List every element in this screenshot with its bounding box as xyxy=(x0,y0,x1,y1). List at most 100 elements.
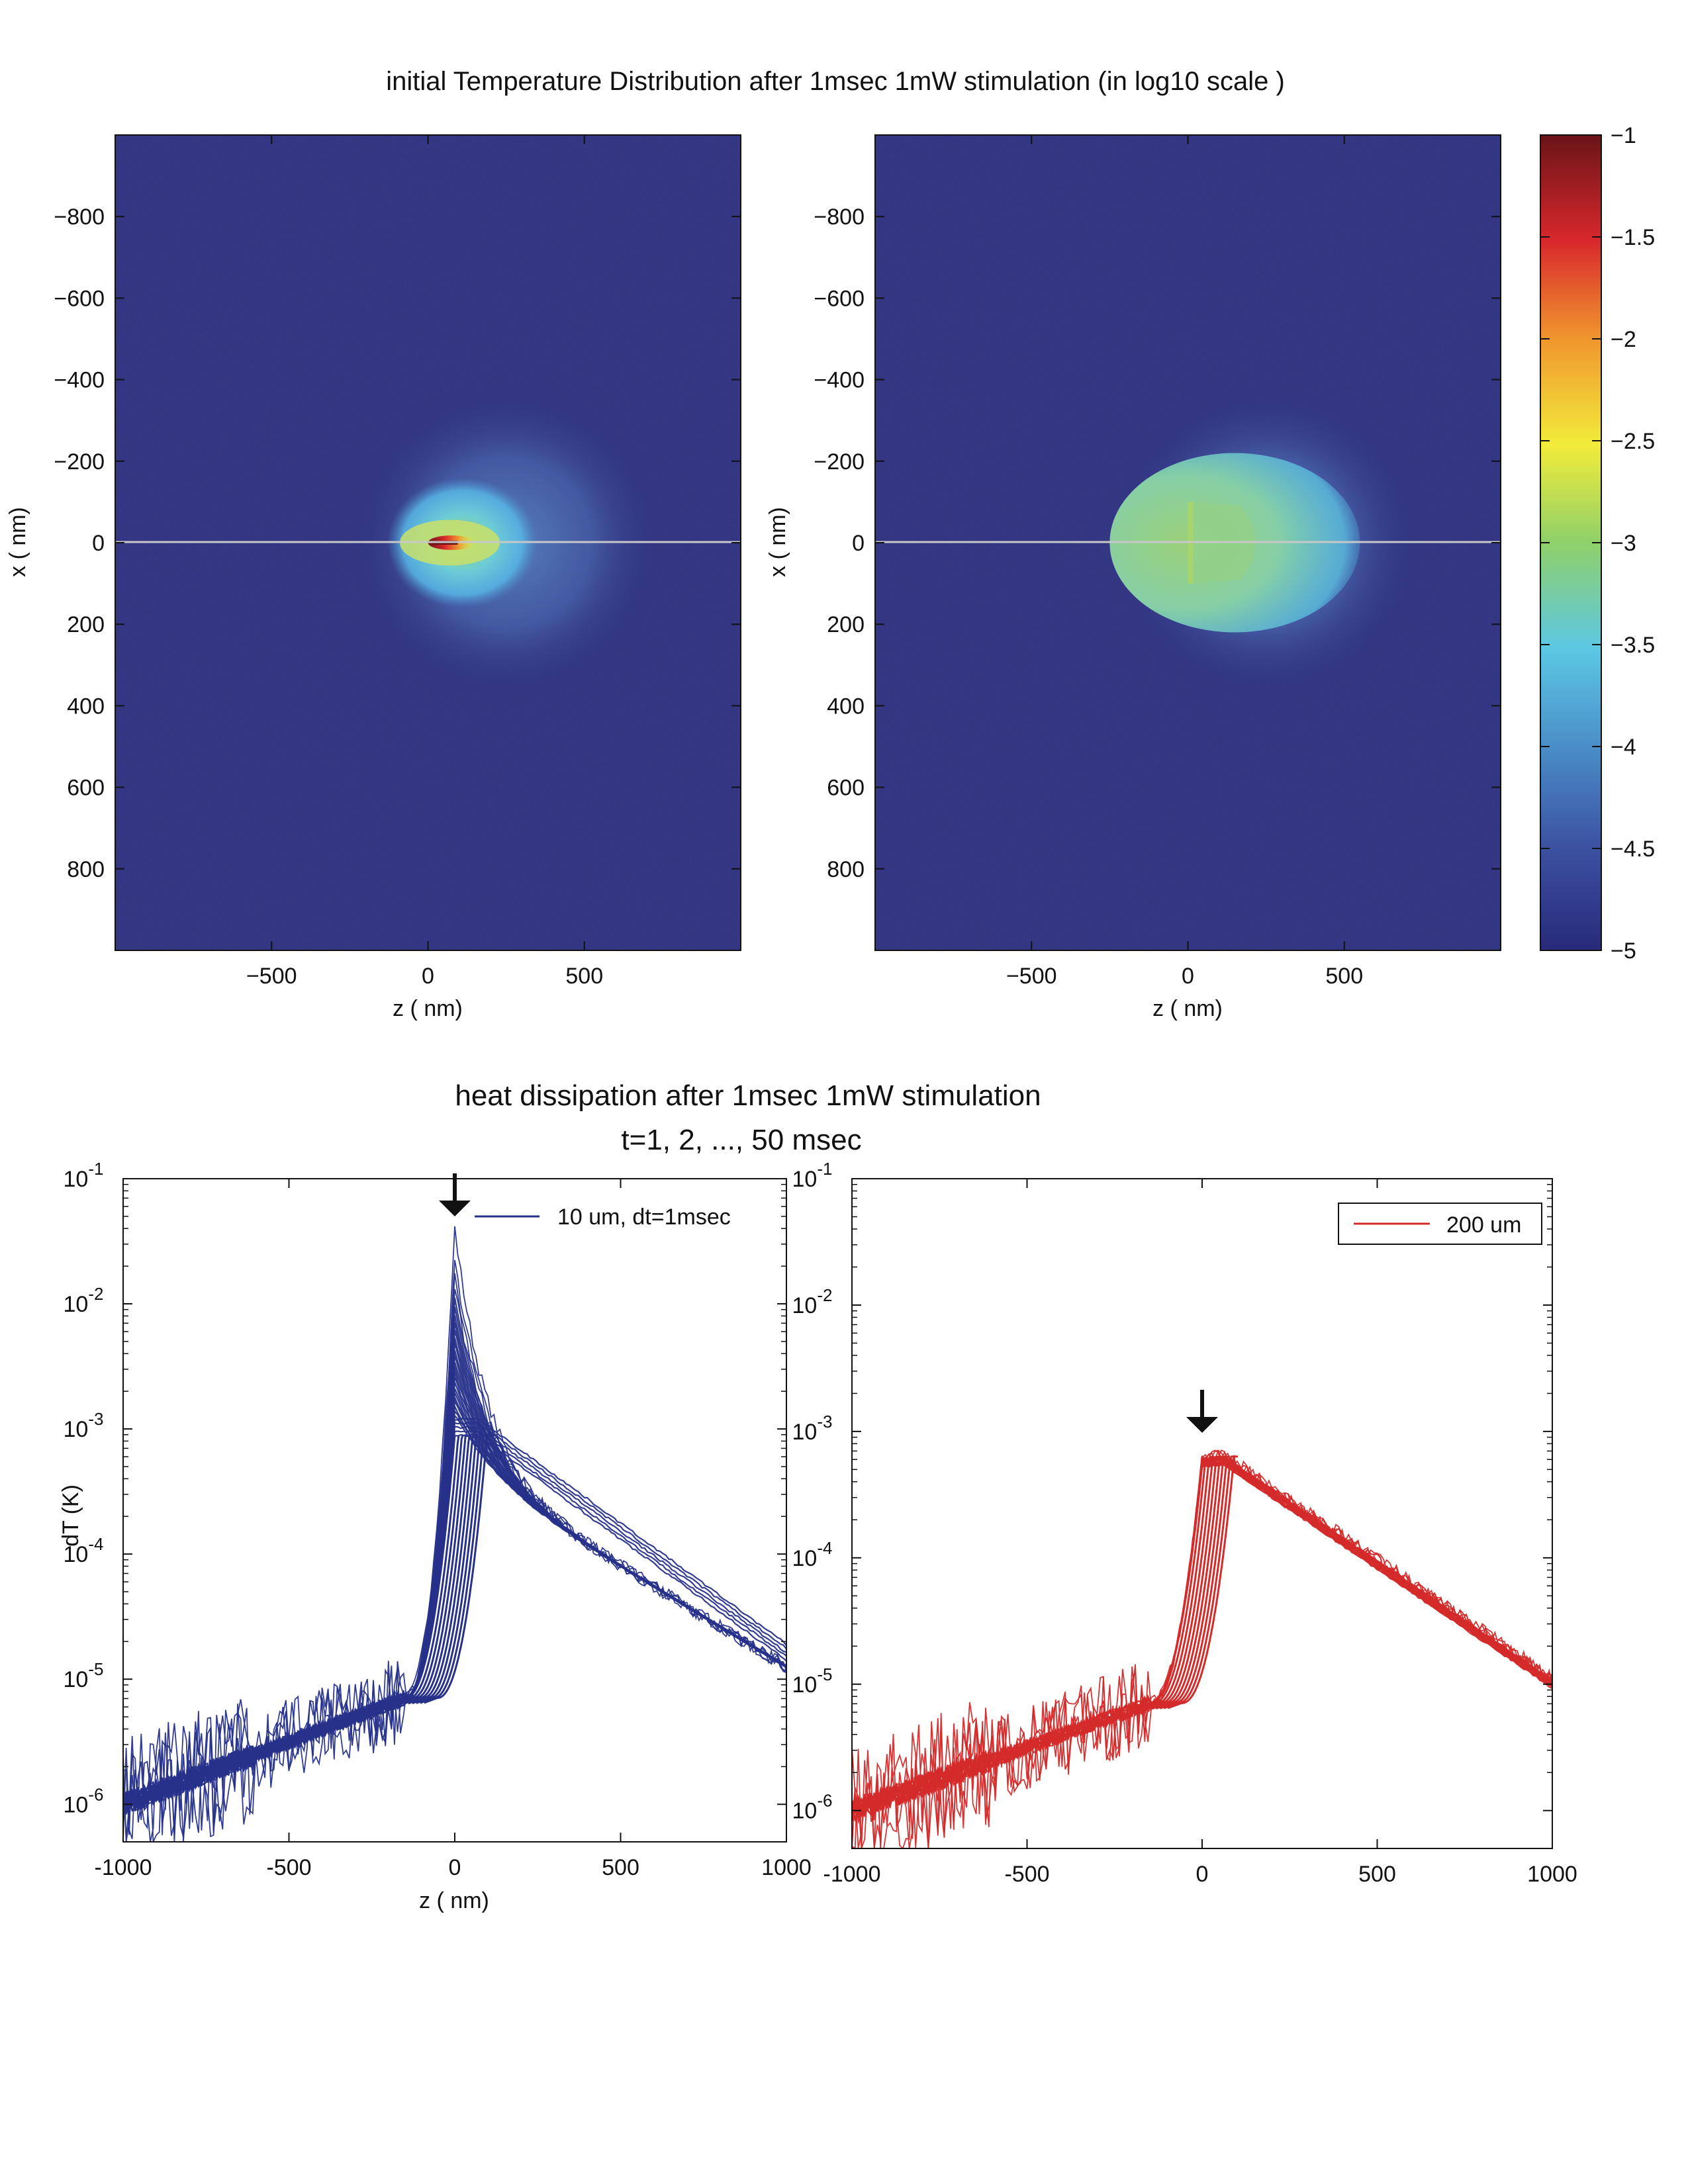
series-line xyxy=(851,1464,1553,1812)
y-tick-label: −400 xyxy=(814,368,865,393)
y-tick-exponent: -4 xyxy=(88,1534,103,1554)
series-band xyxy=(1143,1455,1214,1710)
series-line xyxy=(851,1449,1553,1850)
y-tick-exponent: -1 xyxy=(88,1159,103,1179)
y-tick-label: 10-6 xyxy=(792,1791,833,1824)
y-tick-label: 10-2 xyxy=(792,1285,833,1318)
y-tick-label: 10-2 xyxy=(64,1284,104,1317)
heatmap-disk-source: −500 0 500 −800 −600 −400 −200 0 200 400 600 800 z … xyxy=(765,134,1501,1021)
y-tick-label: −800 xyxy=(54,205,105,230)
colorbar-tick-label: −2.5 xyxy=(1611,429,1655,454)
arrow-head xyxy=(439,1201,471,1216)
y-tick-label: −600 xyxy=(54,286,105,311)
y-tick-label: 10-4 xyxy=(792,1538,833,1571)
y-tick-exponent: -5 xyxy=(88,1659,103,1679)
heatmap-point-source: −500 0 500 −800 −600 −400 −200 0 200 400 600 800 z … xyxy=(5,134,741,1021)
bottom-title-line2: t=1, 2, ..., 50 msec xyxy=(621,1124,861,1156)
series-band xyxy=(1131,1456,1203,1711)
x-axis-label: z ( nm) xyxy=(393,996,463,1021)
series-line xyxy=(851,1449,1553,1849)
y-tick-exponent: -5 xyxy=(817,1664,832,1684)
x-tick-label: -1000 xyxy=(95,1855,152,1880)
x-axis-label: z ( nm) xyxy=(1152,996,1223,1021)
colorbar-tick-label: −4 xyxy=(1611,735,1636,760)
x-tick-label: 0 xyxy=(1182,964,1194,989)
x-tick-label: 1000 xyxy=(761,1855,812,1880)
x-tick-label: −500 xyxy=(1006,964,1057,989)
series-line xyxy=(122,1430,787,1811)
y-tick-label: −200 xyxy=(54,449,105,475)
y-tick-label: 10-6 xyxy=(64,1784,104,1817)
x-tick-label: 0 xyxy=(1196,1862,1209,1887)
x-tick-label: 500 xyxy=(1358,1862,1396,1887)
legend-box: 10 um, dt=1msec xyxy=(463,1196,765,1237)
colorbar-tick-label: −5 xyxy=(1611,938,1636,964)
y-tick-label: 10-3 xyxy=(792,1412,833,1445)
colorbar-tick-label: −1.5 xyxy=(1611,225,1655,250)
y-tick-exponent: -6 xyxy=(817,1791,832,1811)
x-tick-label: 500 xyxy=(602,1855,639,1880)
y-tick-exponent: -2 xyxy=(817,1285,832,1305)
series-line xyxy=(851,1449,1553,1849)
top-title: initial Temperature Distribution after 1… xyxy=(386,67,1285,96)
y-tick-label: −200 xyxy=(814,449,865,475)
y-tick-label: 10-3 xyxy=(64,1409,104,1442)
y-tick-label: 800 xyxy=(67,857,105,882)
x-tick-label: -500 xyxy=(1004,1862,1049,1887)
peak-arrow xyxy=(1186,1390,1218,1433)
x-axis-label: z ( nm) xyxy=(419,1888,489,1913)
series-band xyxy=(400,1434,467,1705)
x-tick-label: -1000 xyxy=(823,1862,881,1887)
y-tick-label: 800 xyxy=(827,857,865,882)
y-tick-label: −800 xyxy=(814,205,865,230)
series-band xyxy=(1135,1456,1207,1711)
series-band xyxy=(420,1434,487,1704)
y-tick-label: 10-1 xyxy=(792,1159,833,1192)
series-band xyxy=(392,1435,460,1706)
series-band xyxy=(1151,1455,1223,1710)
x-tick-label: 1000 xyxy=(1527,1862,1577,1887)
y-tick-label: 600 xyxy=(827,776,865,801)
series-line xyxy=(122,1422,787,1811)
x-tick-label: 500 xyxy=(1325,964,1363,989)
x-tick-label: 0 xyxy=(422,964,434,989)
x-tick-label: −500 xyxy=(246,964,297,989)
colorbar-tick-label: −1 xyxy=(1611,123,1636,148)
arrow-head xyxy=(1186,1417,1218,1433)
y-tick-label: 0 xyxy=(852,531,865,556)
y-tick-label: 0 xyxy=(92,531,105,556)
series-line xyxy=(122,1417,787,1815)
bottom-title-line1: heat dissipation after 1msec 1mW stimula… xyxy=(455,1079,1041,1112)
y-axis-label: x ( nm) xyxy=(5,507,30,577)
y-tick-label: 200 xyxy=(827,612,865,637)
series-band xyxy=(1159,1455,1231,1709)
y-tick-exponent: -1 xyxy=(817,1159,832,1179)
series-band xyxy=(408,1434,475,1705)
x-tick-label: -500 xyxy=(266,1855,311,1880)
y-axis-label: dT (K) xyxy=(58,1484,83,1547)
y-tick-label: 400 xyxy=(827,694,865,719)
y-tick-exponent: -3 xyxy=(817,1412,832,1432)
colorbar: −1 −1.5 −2 −2.5 −3 −3.5 −4 −4.5 −5 xyxy=(1540,123,1655,964)
y-tick-exponent: -4 xyxy=(817,1538,832,1558)
series-band xyxy=(388,1435,456,1706)
series-band xyxy=(396,1435,464,1706)
legend-box: 200 um xyxy=(1338,1203,1542,1245)
series-band xyxy=(424,1434,491,1704)
y-tick-exponent: -3 xyxy=(88,1409,103,1429)
colorbar-tick-label: −2 xyxy=(1611,327,1636,352)
series-band xyxy=(1139,1456,1211,1710)
y-tick-label: 10-1 xyxy=(64,1159,104,1192)
series-band xyxy=(412,1434,479,1705)
y-tick-label: 400 xyxy=(67,694,105,719)
series-line xyxy=(122,1273,787,1835)
line-plot-200um: -1000 -500 0 500 1000 10-1 10-2 10-3 10-4 10-5 10-… xyxy=(792,1159,1577,1887)
y-tick-exponent: -2 xyxy=(88,1284,103,1304)
series-band xyxy=(1167,1455,1239,1709)
series-line xyxy=(122,1414,787,1809)
y-axis-label: x ( nm) xyxy=(765,507,790,577)
series-line xyxy=(851,1449,1553,1850)
colorbar-tick-label: −4.5 xyxy=(1611,837,1655,862)
legend-label: 200 um xyxy=(1446,1212,1521,1238)
